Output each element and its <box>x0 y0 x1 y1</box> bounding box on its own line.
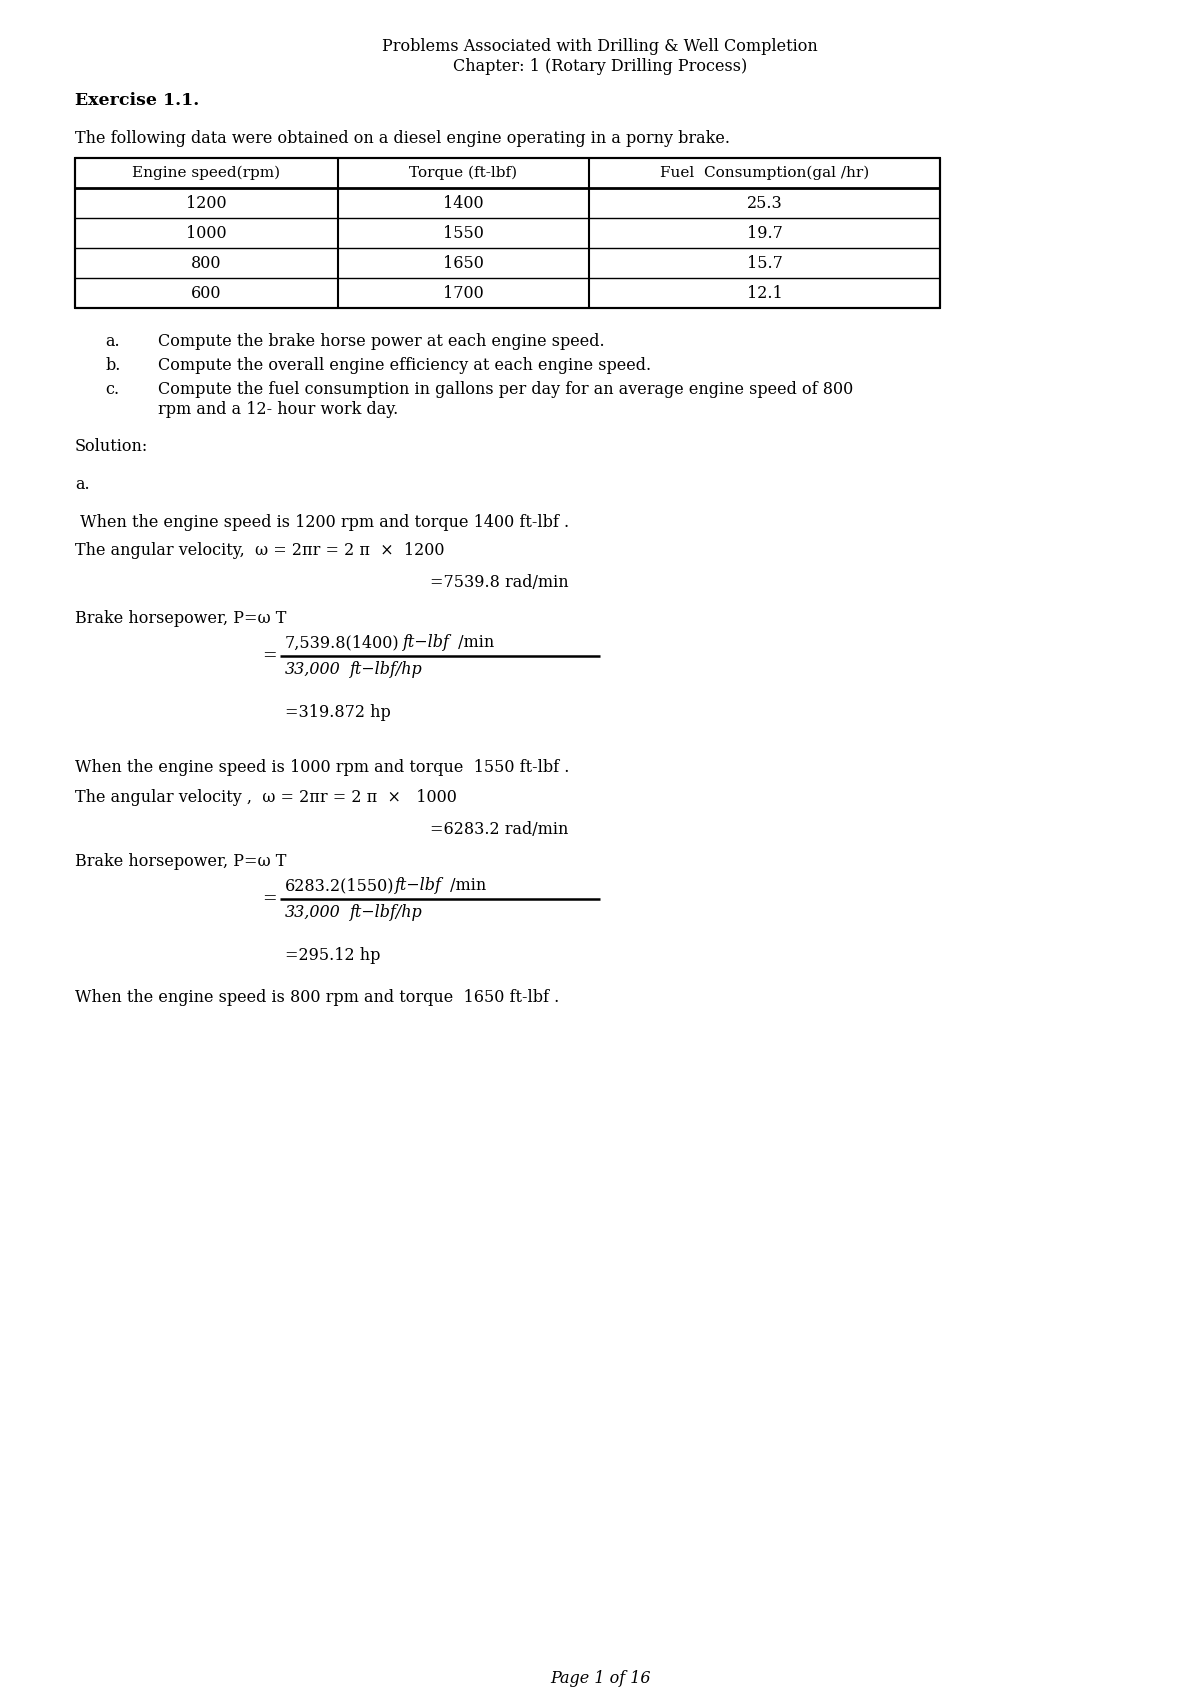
Text: a.: a. <box>106 333 120 350</box>
Text: ft−lbf/hp: ft−lbf/hp <box>350 661 422 678</box>
Text: 25.3: 25.3 <box>746 195 782 212</box>
Text: =295.12 hp: =295.12 hp <box>286 947 380 964</box>
Text: Brake horsepower, P=ω T: Brake horsepower, P=ω T <box>74 852 287 869</box>
Text: Torque (ft-lbf): Torque (ft-lbf) <box>409 166 517 180</box>
Text: =319.872 hp: =319.872 hp <box>286 705 391 722</box>
Text: =: = <box>262 647 277 664</box>
Text: 1650: 1650 <box>443 255 484 272</box>
Text: When the engine speed is 1200 rpm and torque 1400 ft-lbf .: When the engine speed is 1200 rpm and to… <box>74 514 569 531</box>
Text: 19.7: 19.7 <box>746 224 782 241</box>
Text: a.: a. <box>74 475 90 492</box>
Text: Chapter: 1 (Rotary Drilling Process): Chapter: 1 (Rotary Drilling Process) <box>452 58 748 75</box>
Text: The following data were obtained on a diesel engine operating in a porny brake.: The following data were obtained on a di… <box>74 131 730 148</box>
Text: When the engine speed is 800 rpm and torque  1650 ft-lbf .: When the engine speed is 800 rpm and tor… <box>74 988 559 1005</box>
Text: 800: 800 <box>191 255 222 272</box>
Text: 1000: 1000 <box>186 224 227 241</box>
Text: /min: /min <box>454 633 494 650</box>
Text: 6283.2(1550): 6283.2(1550) <box>286 876 395 895</box>
Text: 1400: 1400 <box>443 195 484 212</box>
Text: 1550: 1550 <box>443 224 484 241</box>
Text: Compute the fuel consumption in gallons per day for an average engine speed of 8: Compute the fuel consumption in gallons … <box>158 380 853 397</box>
Text: c.: c. <box>106 380 119 397</box>
Text: 600: 600 <box>191 285 222 302</box>
Text: b.: b. <box>106 357 120 374</box>
Text: The angular velocity,  ω = 2πr = 2 π  ×  1200: The angular velocity, ω = 2πr = 2 π × 12… <box>74 542 444 559</box>
Text: 7,539.8(1400): 7,539.8(1400) <box>286 633 400 650</box>
Text: Exercise 1.1.: Exercise 1.1. <box>74 92 199 109</box>
Text: rpm and a 12- hour work day.: rpm and a 12- hour work day. <box>158 401 398 418</box>
Text: Fuel  Consumption(gal /hr): Fuel Consumption(gal /hr) <box>660 166 869 180</box>
Text: Solution:: Solution: <box>74 438 149 455</box>
Text: 1200: 1200 <box>186 195 227 212</box>
Text: /min: /min <box>445 876 486 895</box>
Text: Problems Associated with Drilling & Well Completion: Problems Associated with Drilling & Well… <box>382 37 818 54</box>
Text: =: = <box>262 890 277 907</box>
Text: ft−lbf: ft−lbf <box>395 876 442 895</box>
Text: =6283.2 rad/min: =6283.2 rad/min <box>430 822 569 839</box>
Text: Engine speed(rpm): Engine speed(rpm) <box>132 166 281 180</box>
Text: ft−lbf: ft−lbf <box>403 633 450 650</box>
Text: Compute the brake horse power at each engine speed.: Compute the brake horse power at each en… <box>158 333 605 350</box>
Text: Brake horsepower, P=ω T: Brake horsepower, P=ω T <box>74 610 287 627</box>
Text: Compute the overall engine efficiency at each engine speed.: Compute the overall engine efficiency at… <box>158 357 652 374</box>
Text: When the engine speed is 1000 rpm and torque  1550 ft-lbf .: When the engine speed is 1000 rpm and to… <box>74 759 569 776</box>
Text: Page 1 of 16: Page 1 of 16 <box>550 1671 650 1688</box>
Bar <box>74 158 940 307</box>
Text: =7539.8 rad/min: =7539.8 rad/min <box>430 574 569 591</box>
Text: ft−lbf/hp: ft−lbf/hp <box>350 903 422 920</box>
Text: 1700: 1700 <box>443 285 484 302</box>
Text: 33,000: 33,000 <box>286 903 341 920</box>
Text: 33,000: 33,000 <box>286 661 341 678</box>
Text: 15.7: 15.7 <box>746 255 782 272</box>
Text: 12.1: 12.1 <box>746 285 782 302</box>
Text: The angular velocity ,  ω = 2πr = 2 π  ×   1000: The angular velocity , ω = 2πr = 2 π × 1… <box>74 790 457 807</box>
